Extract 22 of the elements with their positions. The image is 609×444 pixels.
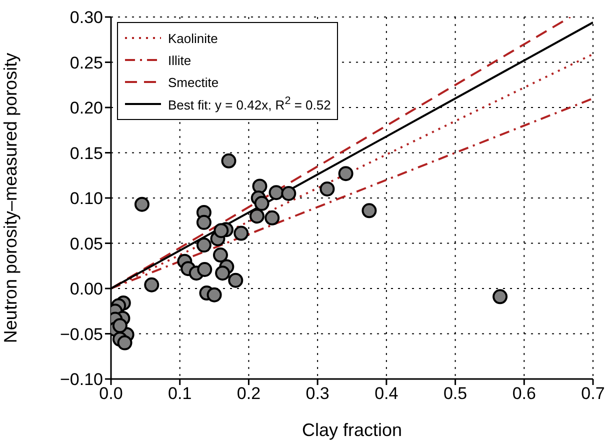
legend-label: Best fit: y = 0.42x, R$^{2}$ = 0.52 (168, 95, 331, 113)
legend-label: Kaolinite (168, 30, 218, 46)
x-tick-label: 0.2 (236, 384, 261, 404)
y-tick-label: 0.15 (70, 144, 103, 163)
x-tick-label: 0.5 (443, 384, 468, 404)
y-tick-label: 0.10 (70, 189, 103, 208)
x-tick-label: 0.1 (168, 384, 192, 404)
x-axis-title: Clay fraction (302, 420, 402, 440)
y-tick-label: 0.00 (70, 280, 103, 299)
x-tick-label: 0.4 (374, 384, 398, 404)
x-tick-label: 0.6 (512, 384, 536, 404)
y-tick-label: 0.05 (70, 234, 103, 254)
legend-label: Illite (168, 52, 192, 68)
y-tick-label: −0.05 (60, 324, 103, 344)
x-tick-label: 0.7 (581, 384, 605, 404)
y-tick-label: 0.30 (70, 8, 103, 28)
legend-label: Smectite (168, 74, 219, 90)
y-axis-title: Neutron porosity–measured porosity (0, 52, 20, 344)
x-tick-label: 0.0 (99, 384, 123, 404)
y-tick-label: 0.25 (70, 53, 103, 72)
x-tick-label: 0.3 (306, 384, 330, 404)
y-tick-label: 0.20 (70, 98, 103, 118)
